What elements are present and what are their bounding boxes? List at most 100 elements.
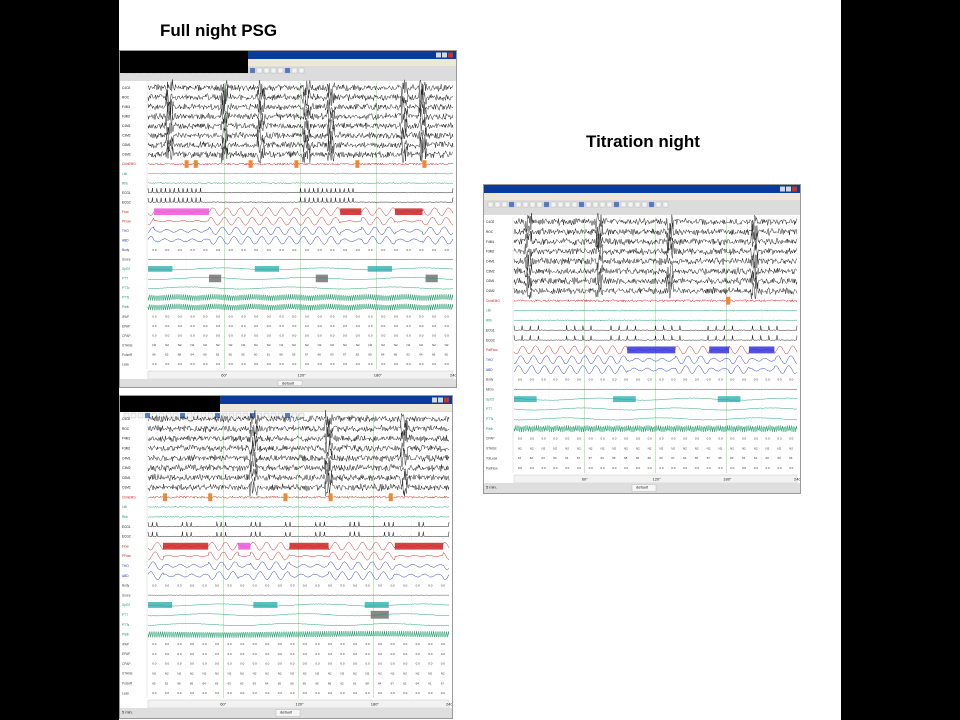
toolbar-button[interactable] <box>291 67 298 74</box>
numeric-readout: N2 <box>340 672 344 676</box>
toolbar-button[interactable] <box>550 201 557 208</box>
channel-label: PTTs <box>122 296 130 300</box>
epoch-length-select[interactable]: 5 min. <box>486 485 497 490</box>
numeric-readout: 0.0 <box>391 642 396 646</box>
toolbar-button[interactable] <box>263 67 270 74</box>
numeric-readout: 0.0 <box>565 466 570 470</box>
minimize-button[interactable] <box>432 397 437 403</box>
toolbar-button[interactable] <box>193 412 200 419</box>
toolbar-button[interactable] <box>242 412 249 419</box>
toolbar-button[interactable] <box>270 67 277 74</box>
numeric-readout: 0.0 <box>789 466 794 470</box>
toolbar-button[interactable] <box>634 201 641 208</box>
toolbar-button[interactable] <box>235 412 242 419</box>
numeric-readout: 0.0 <box>190 362 195 366</box>
numeric-readout: 0.0 <box>441 642 446 646</box>
toolbar-button[interactable] <box>144 412 151 419</box>
toolbar-button[interactable] <box>515 201 522 208</box>
minimize-button[interactable] <box>436 52 441 58</box>
toolbar-button[interactable] <box>214 412 221 419</box>
numeric-readout: 0.0 <box>152 691 157 695</box>
toolbar-button[interactable] <box>571 201 578 208</box>
montage-select[interactable] <box>631 484 657 492</box>
numeric-readout: 0.0 <box>267 334 272 338</box>
montage-select[interactable] <box>275 709 301 717</box>
toolbar-button[interactable] <box>557 201 564 208</box>
toolbar-button[interactable] <box>256 67 263 74</box>
toolbar-button[interactable] <box>648 201 655 208</box>
title-full-night-psg: Full night PSG <box>160 21 278 40</box>
minimize-button[interactable] <box>780 186 785 192</box>
toolbar-button[interactable] <box>494 201 501 208</box>
toolbar-button[interactable] <box>508 201 515 208</box>
toolbar-button[interactable] <box>620 201 627 208</box>
numeric-readout: 0.0 <box>695 437 700 441</box>
menu-bar[interactable] <box>484 193 800 200</box>
toolbar-button[interactable] <box>277 412 284 419</box>
montage-select[interactable] <box>277 380 303 386</box>
time-axis-tick-label: 60" <box>221 373 227 378</box>
epoch-length-select[interactable]: 5 min. <box>122 710 133 715</box>
toolbar-button[interactable] <box>606 201 613 208</box>
toolbar-button[interactable] <box>592 201 599 208</box>
numeric-readout: 65 <box>695 456 699 460</box>
signal-trace <box>147 613 450 617</box>
toolbar-button[interactable] <box>228 412 235 419</box>
toolbar-button[interactable] <box>123 412 130 419</box>
toolbar-button[interactable] <box>487 201 494 208</box>
toolbar-button[interactable] <box>536 201 543 208</box>
numeric-readout: 0.0 <box>290 583 295 587</box>
toolbar-button[interactable] <box>249 67 256 74</box>
close-button[interactable] <box>444 397 449 403</box>
toolbar-button[interactable] <box>522 201 529 208</box>
toolbar-button[interactable] <box>165 412 172 419</box>
toolbar-button[interactable] <box>641 201 648 208</box>
numeric-readout: 0.0 <box>343 315 348 319</box>
numeric-readout: 0.0 <box>253 642 258 646</box>
toolbar-button[interactable] <box>137 412 144 419</box>
toolbar-button[interactable] <box>207 412 214 419</box>
menu-bar[interactable] <box>120 59 456 66</box>
numeric-readout: 0.0 <box>378 662 383 666</box>
toolbar-button[interactable] <box>627 201 634 208</box>
numeric-readout: N2 <box>365 672 369 676</box>
close-button[interactable] <box>792 186 797 192</box>
channel-label: PatFlow <box>486 348 498 352</box>
toolbar-button[interactable] <box>529 201 536 208</box>
toolbar-button[interactable] <box>585 201 592 208</box>
toolbar-button[interactable] <box>284 412 291 419</box>
toolbar-button[interactable] <box>613 201 620 208</box>
toolbar-button[interactable] <box>256 412 263 419</box>
signal-trace <box>147 162 454 166</box>
toolbar-button[interactable] <box>599 201 606 208</box>
numeric-readout: 0.0 <box>742 437 747 441</box>
toolbar-button[interactable] <box>298 67 305 74</box>
toolbar-button[interactable] <box>200 412 207 419</box>
signal-trace <box>147 469 450 487</box>
close-button[interactable] <box>448 52 453 58</box>
channel-label: Rtib <box>122 515 128 519</box>
toolbar-button[interactable] <box>564 201 571 208</box>
signal-trace <box>147 460 450 477</box>
toolbar-button[interactable] <box>543 201 550 208</box>
toolbar-button[interactable] <box>130 412 137 419</box>
maximize-button[interactable] <box>438 397 443 403</box>
numeric-readout: N2 <box>541 446 545 450</box>
toolbar-button[interactable] <box>662 201 669 208</box>
toolbar-button[interactable] <box>270 412 277 419</box>
toolbar-button[interactable] <box>578 201 585 208</box>
toolbar-button[interactable] <box>501 201 508 208</box>
toolbar-button[interactable] <box>263 412 270 419</box>
signal-trace <box>147 294 454 301</box>
toolbar-button[interactable] <box>284 67 291 74</box>
maximize-button[interactable] <box>442 52 447 58</box>
toolbar-button[interactable] <box>277 67 284 74</box>
maximize-button[interactable] <box>786 186 791 192</box>
toolbar[interactable] <box>120 411 452 412</box>
numeric-readout: 0.0 <box>254 334 259 338</box>
menu-bar[interactable] <box>120 404 452 411</box>
numeric-readout: N2 <box>152 343 156 347</box>
toolbar-button[interactable] <box>291 412 298 419</box>
toolbar-button[interactable] <box>655 201 662 208</box>
toolbar-button[interactable] <box>186 412 193 419</box>
